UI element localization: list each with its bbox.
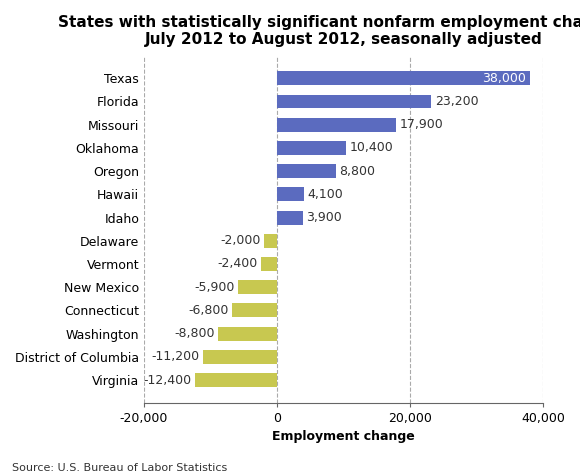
Bar <box>219 327 277 341</box>
Bar <box>238 280 277 294</box>
Text: 17,900: 17,900 <box>400 118 443 131</box>
Bar <box>277 141 346 155</box>
Text: 38,000: 38,000 <box>483 72 527 85</box>
Bar <box>232 304 277 317</box>
Bar <box>194 373 277 387</box>
Bar <box>277 71 530 85</box>
Text: -8,800: -8,800 <box>175 327 215 340</box>
Text: 23,200: 23,200 <box>434 95 478 108</box>
Text: 4,100: 4,100 <box>307 188 343 201</box>
Bar <box>264 234 277 248</box>
Bar <box>202 350 277 364</box>
Bar <box>277 187 305 201</box>
X-axis label: Employment change: Employment change <box>272 430 415 443</box>
Title: States with statistically significant nonfarm employment changes,
July 2012 to A: States with statistically significant no… <box>58 15 580 48</box>
Text: 8,800: 8,800 <box>339 165 375 178</box>
Text: -12,400: -12,400 <box>143 373 191 387</box>
Text: -5,900: -5,900 <box>194 281 234 294</box>
Bar <box>277 118 396 132</box>
Text: -6,800: -6,800 <box>188 304 229 317</box>
Text: -2,000: -2,000 <box>220 234 260 247</box>
Text: -2,400: -2,400 <box>218 257 258 270</box>
Text: -11,200: -11,200 <box>151 351 199 363</box>
Bar <box>261 257 277 271</box>
Text: Source: U.S. Bureau of Labor Statistics: Source: U.S. Bureau of Labor Statistics <box>12 463 227 473</box>
Bar <box>277 164 336 178</box>
Text: 10,400: 10,400 <box>350 142 393 154</box>
Text: 3,900: 3,900 <box>306 211 342 224</box>
Bar <box>277 210 303 225</box>
Bar <box>277 95 432 108</box>
